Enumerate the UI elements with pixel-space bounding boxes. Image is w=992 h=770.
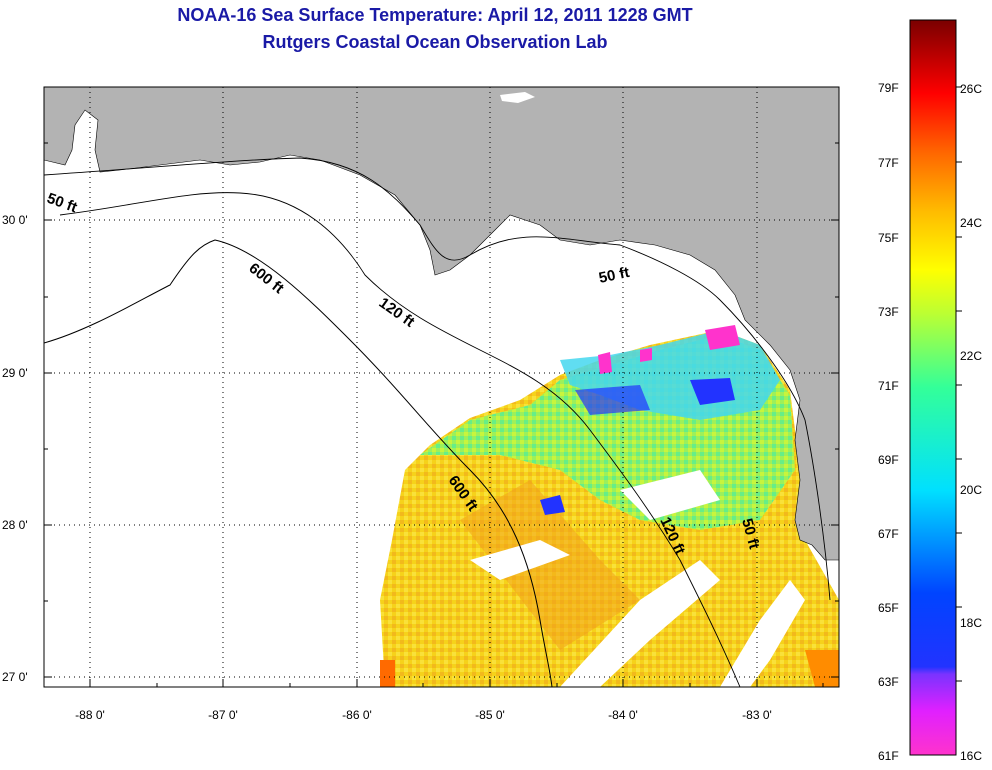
colorbar-c-24: 24C: [960, 216, 982, 230]
colorbar-f-65: 65F: [878, 601, 899, 615]
map-subtitle: Rutgers Coastal Ocean Observation Lab: [262, 32, 608, 52]
lat-lon-grid: [44, 87, 839, 687]
colorbar-f-69: 69F: [878, 453, 899, 467]
colorbar-f-63: 63F: [878, 675, 899, 689]
sst-field: [380, 325, 839, 687]
lon-label-86: -86 0': [342, 708, 372, 722]
color-scale: 79F 77F 75F 73F 71F 69F 67F 65F 63F 61F …: [878, 19, 982, 763]
colorbar-f-79: 79F: [878, 81, 899, 95]
contour-label-50ft-east: 50 ft: [597, 264, 631, 287]
lat-label-29: 29 0': [2, 366, 28, 380]
colorbar-gradient: [909, 19, 957, 756]
colorbar-c-20: 20C: [960, 483, 982, 497]
colorbar-f-71: 71F: [878, 379, 899, 393]
colorbar-f-67: 67F: [878, 527, 899, 541]
map-title: NOAA-16 Sea Surface Temperature: April 1…: [177, 5, 693, 25]
colorbar-c-16: 16C: [960, 749, 982, 763]
lon-label-84: -84 0': [608, 708, 638, 722]
lat-label-27: 27 0': [2, 670, 28, 684]
colorbar-f-61: 61F: [878, 749, 899, 763]
colorbar-c-22: 22C: [960, 349, 982, 363]
lat-label-30: 30 0': [2, 213, 28, 227]
lon-label-85: -85 0': [475, 708, 505, 722]
lon-label-87: -87 0': [208, 708, 238, 722]
land-mass: [44, 87, 839, 561]
colorbar-c-26: 26C: [960, 82, 982, 96]
lat-label-28: 28 0': [2, 518, 28, 532]
axis-ticks: [44, 142, 839, 687]
map-border: [43, 86, 840, 688]
colorbar-f-77: 77F: [878, 156, 899, 170]
lon-label-83: -83 0': [742, 708, 772, 722]
colorbar-f-73: 73F: [878, 305, 899, 319]
colorbar-c-18: 18C: [960, 616, 982, 630]
colorbar-f-75: 75F: [878, 231, 899, 245]
map-area: 50 ft 600 ft 120 ft 50 ft 600 ft 120 ft …: [44, 87, 839, 687]
depth-contours: [44, 157, 831, 687]
lon-label-88: -88 0': [75, 708, 105, 722]
